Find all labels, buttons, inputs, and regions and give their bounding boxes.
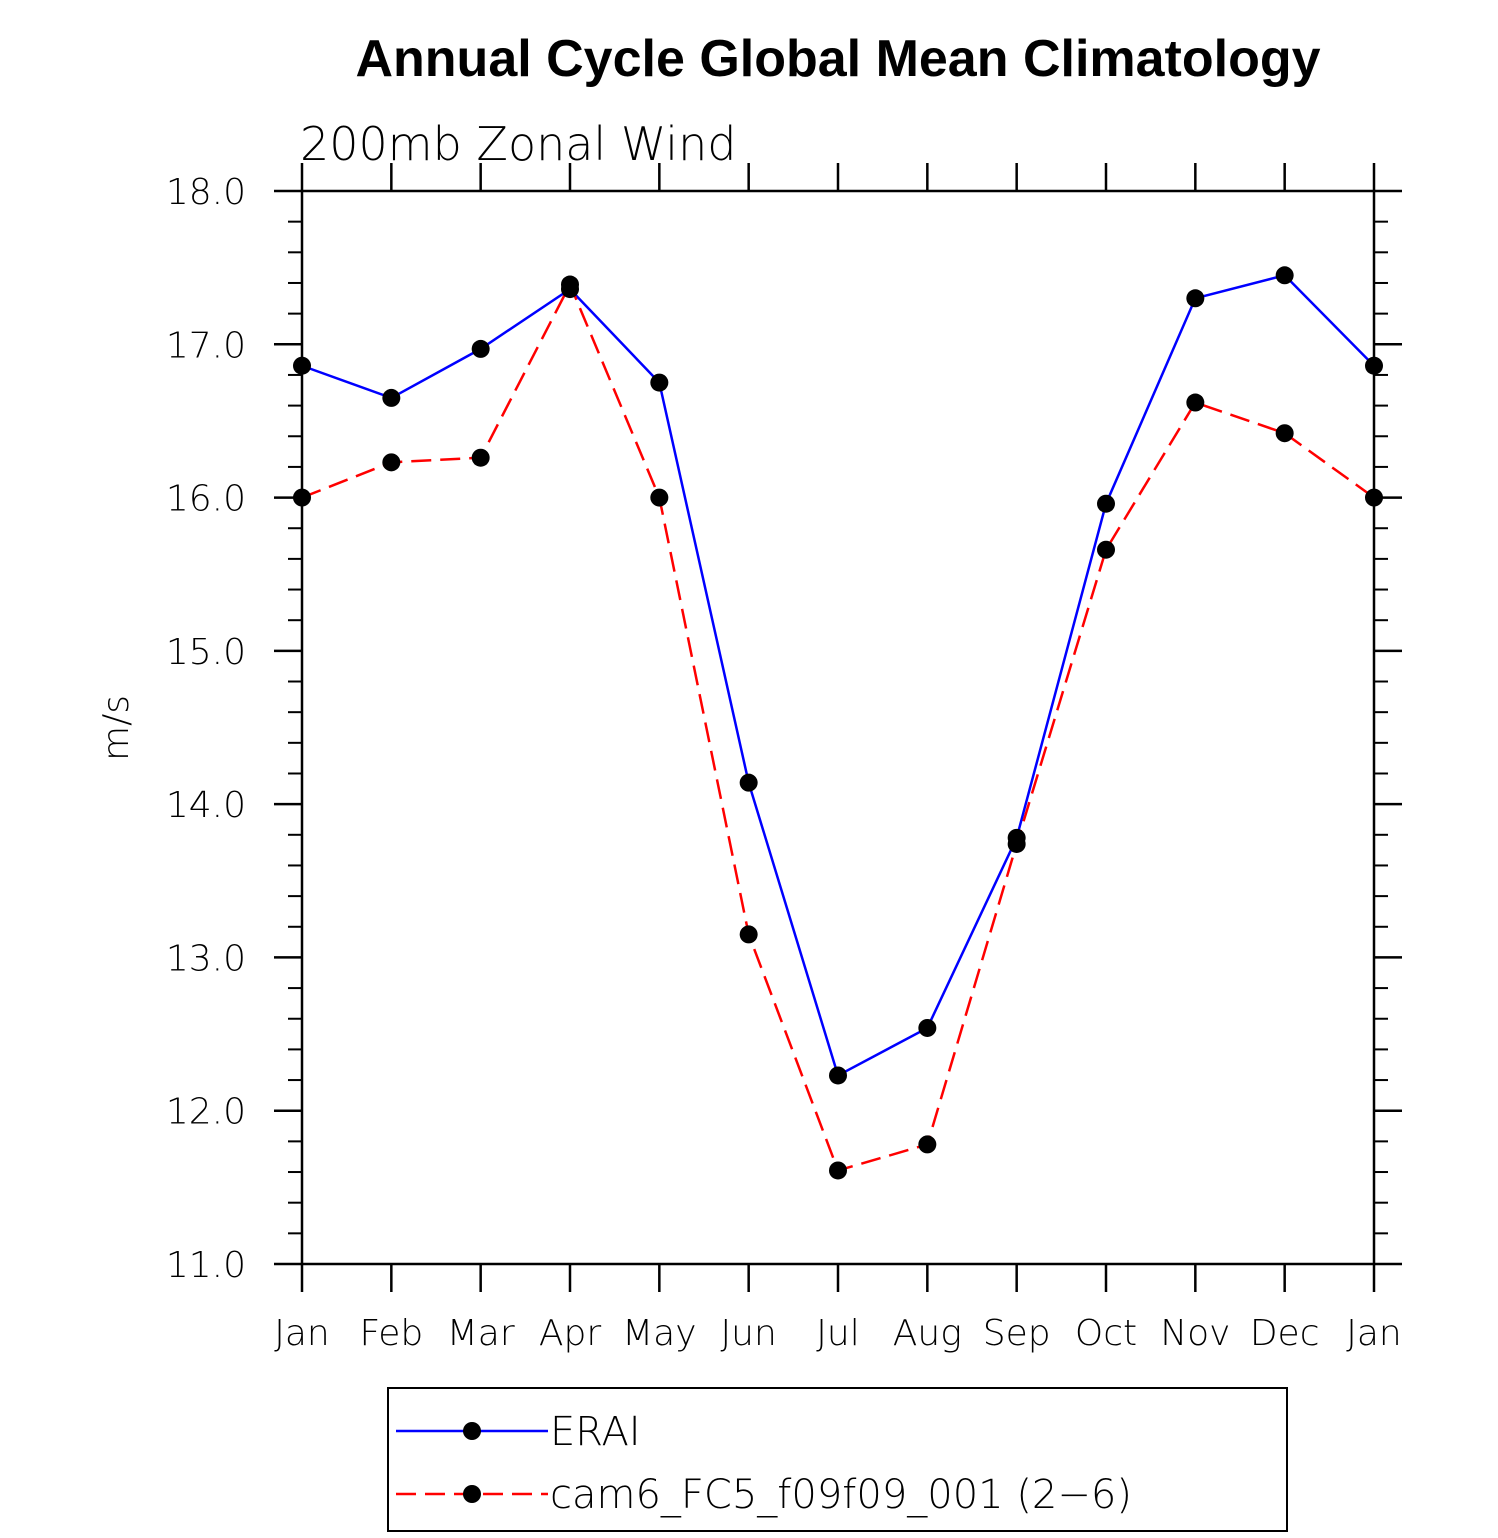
series-1-point [829,1066,847,1085]
chart-subtitle: 200mb Zonal Wind [300,117,736,171]
series-1-point [1186,289,1205,308]
series-1-point [293,356,311,375]
y-tick-label: 11.0 [166,1245,246,1286]
x-tick-label: Sep [983,1313,1051,1354]
x-tick-label: Nov [1160,1313,1230,1354]
y-tick-label: 17.0 [166,325,246,366]
series-line-1 [301,273,1375,1078]
series-1-point [1365,356,1383,375]
series-lines [293,266,1383,1180]
y-tick-label: 14.0 [166,785,246,826]
x-tick-label: Feb [359,1313,423,1354]
series-2-point [829,1161,847,1180]
series-2-point [1007,834,1026,853]
legend: ERAI cam6_FC5_f09f09_001 (2−6) [387,1387,1288,1532]
series-2-point [1097,540,1115,559]
x-tick-label: Jun [721,1313,777,1354]
series-2-point [650,488,669,507]
y-tick-label: 12.0 [166,1092,246,1133]
legend-box [387,1387,1288,1532]
series-line-2 [301,281,1375,1173]
legend-label-2: cam6_FC5_f09f09_001 (2−6) [550,1472,1132,1518]
axis-ticks: Jan Feb Mar Apr May Jun Jul Aug Sep Oct Nov Dec Jan 1… [166,163,1402,1354]
x-tick-label: Apr [539,1313,601,1354]
legend-marker-2 [463,1485,481,1503]
series-2-point [293,488,311,507]
plot-frame [300,189,1376,1266]
y-tick-label: 18.0 [166,172,246,213]
x-tick-label: Jan [274,1313,330,1354]
series-2-point [918,1135,937,1154]
x-tick-label: Aug [893,1313,962,1354]
series-2-point [561,275,579,294]
x-tick-label: Mar [447,1313,515,1354]
series-2-point [739,925,758,944]
legend-label-1: ERAI [550,1409,641,1455]
series-2-point [382,453,401,472]
series-1-point [1275,266,1294,285]
series-2-point [471,448,490,467]
x-tick-label: May [622,1313,696,1354]
y-tick-label: 15.0 [166,632,246,673]
series-2-point [1365,488,1383,507]
legend-marker-1 [463,1422,481,1440]
series-1-point [739,773,758,792]
series-2-point [1186,393,1205,412]
chart-title: Annual Cycle Global Mean Climatology [355,30,1320,88]
series-1-point [650,373,669,392]
series-2-point [1275,424,1294,443]
x-tick-label: Oct [1075,1313,1137,1354]
x-tick-label: Dec [1250,1313,1320,1354]
series-1-point [382,388,401,407]
y-axis-label: m/s [96,695,137,761]
series-1-point [918,1018,937,1037]
y-tick-label: 13.0 [166,938,246,979]
x-tick-label: Jul [816,1313,859,1354]
y-tick-label: 16.0 [166,479,246,520]
series-1-point [1097,494,1115,513]
series-1-point [471,339,490,358]
x-tick-label: Jan [1346,1313,1402,1354]
